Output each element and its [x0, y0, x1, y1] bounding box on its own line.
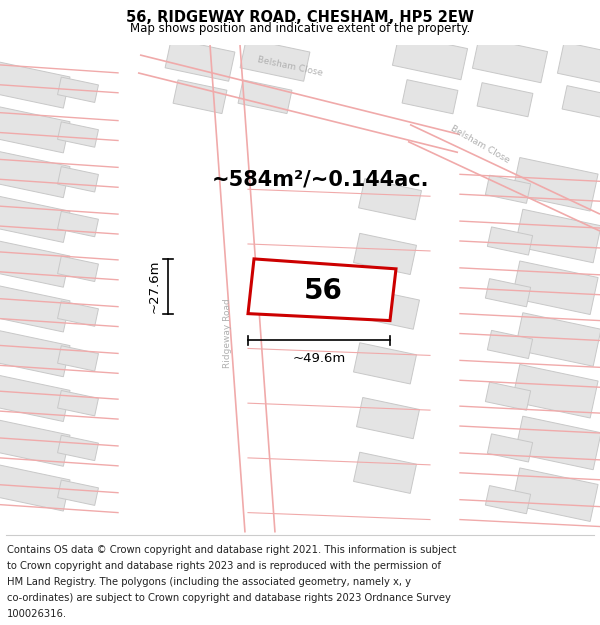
Bar	[58, 435, 98, 461]
Bar	[58, 301, 98, 326]
Text: Belsham Close: Belsham Close	[449, 124, 511, 165]
Bar	[356, 288, 419, 329]
Bar	[0, 196, 70, 242]
Bar	[512, 468, 598, 521]
Bar	[0, 419, 70, 466]
Bar	[512, 364, 598, 418]
Bar	[402, 79, 458, 114]
Bar	[0, 286, 70, 332]
Bar	[485, 175, 530, 203]
Bar	[485, 279, 530, 307]
Bar	[353, 342, 416, 384]
Bar	[353, 233, 416, 274]
Text: 100026316.: 100026316.	[7, 609, 67, 619]
Bar	[165, 39, 235, 81]
Bar	[487, 434, 533, 462]
Bar	[485, 486, 530, 514]
Bar	[472, 37, 548, 82]
Bar	[0, 61, 70, 108]
Bar	[487, 227, 533, 255]
Text: Belsham Close: Belsham Close	[257, 56, 323, 78]
Bar	[58, 167, 98, 192]
Bar	[58, 346, 98, 371]
Bar	[0, 106, 70, 153]
Bar	[485, 382, 530, 410]
Text: co-ordinates) are subject to Crown copyright and database rights 2023 Ordnance S: co-ordinates) are subject to Crown copyr…	[7, 593, 451, 603]
Bar	[240, 39, 310, 81]
Bar	[515, 416, 600, 470]
Text: to Crown copyright and database rights 2023 and is reproduced with the permissio: to Crown copyright and database rights 2…	[7, 561, 441, 571]
Text: 56: 56	[304, 277, 343, 305]
Bar	[0, 151, 70, 198]
Text: ~49.6m: ~49.6m	[292, 352, 346, 366]
Bar	[353, 452, 416, 493]
Bar	[515, 312, 600, 366]
Bar	[0, 464, 70, 511]
Text: ~584m²/~0.144ac.: ~584m²/~0.144ac.	[211, 169, 429, 189]
Bar	[58, 391, 98, 416]
Bar	[512, 158, 598, 211]
Text: HM Land Registry. The polygons (including the associated geometry, namely x, y: HM Land Registry. The polygons (includin…	[7, 578, 411, 587]
Bar	[515, 209, 600, 262]
Bar	[487, 331, 533, 359]
Bar	[359, 179, 421, 220]
Text: Ridgeway Road: Ridgeway Road	[223, 299, 233, 368]
Bar	[0, 330, 70, 377]
Bar	[58, 122, 98, 148]
Bar	[356, 398, 419, 439]
Bar	[58, 77, 98, 102]
Bar	[0, 375, 70, 421]
Bar	[557, 42, 600, 88]
Bar	[238, 80, 292, 114]
Bar	[0, 241, 70, 288]
Text: Contains OS data © Crown copyright and database right 2021. This information is : Contains OS data © Crown copyright and d…	[7, 546, 457, 556]
Bar	[562, 86, 600, 120]
Bar	[173, 80, 227, 114]
Text: Map shows position and indicative extent of the property.: Map shows position and indicative extent…	[130, 22, 470, 35]
Text: 56, RIDGEWAY ROAD, CHESHAM, HP5 2EW: 56, RIDGEWAY ROAD, CHESHAM, HP5 2EW	[126, 10, 474, 25]
Bar	[58, 211, 98, 237]
Bar	[392, 34, 467, 80]
Text: ~27.6m: ~27.6m	[148, 259, 161, 313]
Polygon shape	[248, 259, 396, 321]
Bar	[512, 261, 598, 314]
Bar	[58, 256, 98, 281]
Bar	[58, 480, 98, 506]
Bar	[477, 82, 533, 117]
